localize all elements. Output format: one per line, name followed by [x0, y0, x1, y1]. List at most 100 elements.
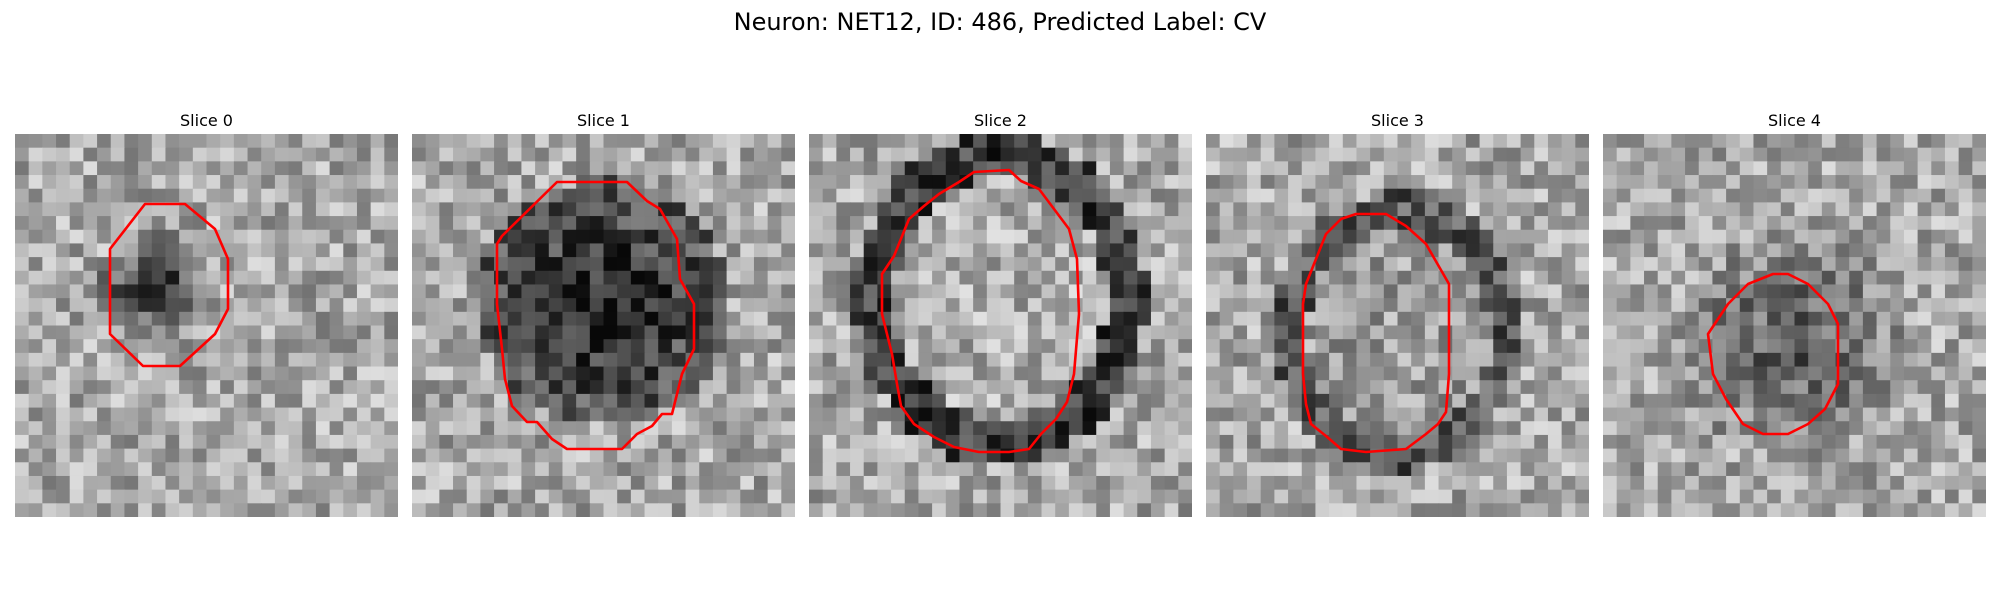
image-pixel	[535, 503, 550, 517]
image-pixel	[1685, 434, 1700, 450]
image-pixel	[617, 134, 632, 149]
image-pixel	[1274, 352, 1289, 368]
image-pixel	[753, 284, 769, 299]
image-pixel	[1603, 229, 1618, 245]
image-pixel	[1944, 188, 1960, 203]
image-pixel	[1712, 257, 1727, 272]
image-pixel	[671, 325, 687, 340]
image-pixel	[1411, 407, 1426, 422]
image-pixel	[1657, 284, 1672, 299]
image-pixel	[1520, 147, 1535, 162]
image-pixel	[836, 270, 851, 286]
image-pixel	[261, 243, 276, 258]
image-pixel	[179, 325, 194, 340]
image-pixel	[165, 434, 180, 450]
image-pixel	[1109, 188, 1125, 203]
image-pixel	[220, 229, 235, 245]
image-pixel	[726, 339, 741, 354]
image-pixel	[932, 229, 947, 245]
image-pixel	[356, 393, 372, 409]
image-pixel	[1726, 434, 1741, 450]
image-pixel	[1000, 380, 1015, 395]
image-pixel	[1411, 339, 1426, 354]
image-pixel	[1109, 489, 1125, 504]
image-pixel	[206, 421, 221, 436]
image-pixel	[1411, 366, 1426, 381]
image-pixel	[274, 202, 290, 217]
image-pixel	[42, 216, 57, 231]
image-pixel	[1068, 311, 1084, 327]
image-pixel	[945, 257, 961, 272]
image-pixel	[1109, 475, 1125, 491]
image-pixel	[288, 448, 303, 463]
image-pixel	[1657, 503, 1672, 517]
image-pixel	[1561, 270, 1576, 286]
image-pixel	[630, 434, 646, 450]
image-pixel	[151, 216, 167, 231]
image-pixel	[179, 270, 194, 286]
image-pixel	[507, 147, 523, 162]
image-pixel	[165, 421, 180, 436]
image-pixel	[1109, 147, 1125, 162]
image-pixel	[685, 462, 700, 477]
image-pixel	[932, 462, 947, 477]
image-pixel	[15, 270, 30, 286]
image-pixel	[1780, 339, 1796, 354]
image-pixel	[1424, 352, 1440, 368]
image-pixel	[822, 393, 837, 409]
image-pixel	[753, 366, 769, 381]
image-pixel	[1233, 175, 1248, 190]
image-pixel	[1370, 284, 1385, 299]
image-pixel	[521, 311, 536, 327]
image-pixel	[261, 298, 276, 313]
image-pixel	[1465, 270, 1481, 286]
image-pixel	[630, 311, 646, 327]
image-pixel	[1862, 407, 1878, 422]
image-pixel	[1370, 175, 1385, 190]
image-pixel	[836, 161, 851, 176]
image-pixel	[1534, 229, 1549, 245]
image-pixel	[767, 448, 782, 463]
image-pixel	[1849, 311, 1864, 327]
image-pixel	[1301, 339, 1317, 354]
image-pixel	[1630, 216, 1645, 231]
image-pixel	[863, 407, 878, 422]
image-pixel	[384, 188, 398, 203]
image-pixel	[1041, 243, 1056, 258]
image-pixel	[1356, 325, 1371, 340]
image-pixel	[658, 366, 673, 381]
image-pixel	[1178, 352, 1192, 368]
image-pixel	[288, 407, 303, 422]
image-pixel	[315, 475, 331, 491]
image-pixel	[1630, 325, 1645, 340]
image-pixel	[233, 475, 249, 491]
image-pixel	[1698, 448, 1714, 463]
image-pixel	[1876, 188, 1891, 203]
image-pixel	[1767, 503, 1782, 517]
image-pixel	[753, 161, 769, 176]
image-pixel	[1767, 257, 1782, 272]
image-pixel	[1206, 421, 1221, 436]
image-pixel	[726, 270, 741, 286]
image-pixel	[1370, 475, 1385, 491]
image-pixel	[1685, 407, 1700, 422]
image-pixel	[685, 489, 700, 504]
image-pixel	[521, 366, 536, 381]
image-pixel	[809, 257, 824, 272]
image-pixel	[1247, 188, 1262, 203]
image-pixel	[1520, 448, 1535, 463]
image-pixel	[863, 270, 878, 286]
image-pixel	[548, 134, 564, 149]
image-pixel	[165, 448, 180, 463]
image-pixel	[1917, 161, 1932, 176]
image-pixel	[329, 202, 344, 217]
image-pixel	[1534, 339, 1549, 354]
image-pixel	[15, 503, 30, 517]
image-pixel	[1917, 257, 1932, 272]
image-pixel	[343, 407, 358, 422]
image-pixel	[740, 475, 755, 491]
image-pixel	[247, 134, 262, 149]
image-pixel	[1862, 243, 1878, 258]
image-pixel	[138, 202, 153, 217]
image-pixel	[1329, 503, 1344, 517]
